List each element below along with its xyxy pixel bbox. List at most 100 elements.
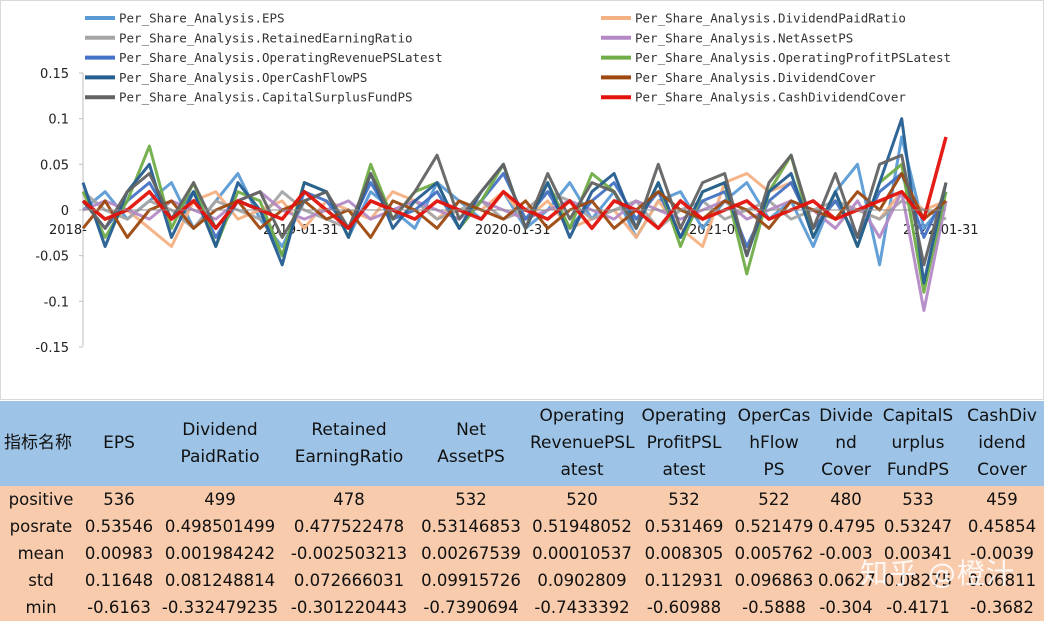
table-cell: -0.5888 bbox=[732, 594, 816, 621]
legend-label: Per_Share_Analysis.EPS bbox=[119, 11, 285, 26]
table-header-cell: Dividend PaidRatio bbox=[156, 401, 284, 486]
header-line: ProfitPSL bbox=[646, 433, 722, 453]
table-cell: 0.521479 bbox=[732, 513, 816, 540]
table-cell: -0.4171 bbox=[876, 594, 960, 621]
table-cell: -0.301220443 bbox=[284, 594, 414, 621]
header-line: CapitalS bbox=[882, 406, 954, 426]
header-line: idend bbox=[978, 433, 1026, 453]
header-indicator-name: 指标名称 bbox=[0, 401, 82, 486]
table-cell: 0.096863 bbox=[732, 567, 816, 594]
table-cell: -0.332479235 bbox=[156, 594, 284, 621]
legend-label: Per_Share_Analysis.RetainedEarningRatio bbox=[119, 30, 413, 45]
table-cell: -0.0039 bbox=[960, 540, 1044, 567]
header-line: Cover bbox=[977, 460, 1027, 480]
header-line: OperCas bbox=[737, 406, 811, 426]
table-cell: 0.45854 bbox=[960, 513, 1044, 540]
table-header-cell: Retained EarningRatio bbox=[284, 401, 414, 486]
legend-label: Per_Share_Analysis.CashDividendCover bbox=[635, 90, 906, 105]
table-header-cell: Net AssetPS bbox=[414, 401, 528, 486]
table-cell: 0.001984242 bbox=[156, 540, 284, 567]
table-cell: 0.00983 bbox=[82, 540, 156, 567]
table-cell: 0.081248814 bbox=[156, 567, 284, 594]
header-line: Operating bbox=[539, 406, 625, 426]
table-cell: 536 bbox=[82, 486, 156, 513]
table-header-cell: CashDiv idend Cover bbox=[960, 401, 1044, 486]
header-line: Divide bbox=[819, 406, 873, 426]
table-cell: 0.498501499 bbox=[156, 513, 284, 540]
watermark-text: 知乎 @橙汁 bbox=[860, 557, 1015, 590]
table-cell: 0.08275 bbox=[876, 567, 960, 594]
table-cell: 520 bbox=[528, 486, 636, 513]
table-cell: 480 bbox=[816, 486, 876, 513]
legend-label: Per_Share_Analysis.OperatingRevenuePSLat… bbox=[119, 50, 443, 65]
header-line: EarningRatio bbox=[294, 446, 404, 467]
table-cell: -0.7433392 bbox=[528, 594, 636, 621]
header-line: Cover bbox=[821, 460, 871, 480]
table-cell: 532 bbox=[636, 486, 732, 513]
legend-label: Per_Share_Analysis.DividendCover bbox=[635, 70, 876, 85]
table-cell: 499 bbox=[156, 486, 284, 513]
table-row: min -0.6163 -0.332479235 -0.301220443 -0.739… bbox=[0, 594, 1044, 621]
x-tick-label: 2018- bbox=[49, 223, 87, 238]
y-tick-label: -0.05 bbox=[35, 250, 69, 265]
y-tick-label: -0.1 bbox=[44, 295, 69, 310]
y-tick-label: -0.15 bbox=[35, 341, 69, 356]
table-cell: 0.53546 bbox=[82, 513, 156, 540]
header-line: nd bbox=[835, 433, 857, 453]
table-cell: 0.00341 bbox=[876, 540, 960, 567]
table-cell: 0.0627 bbox=[816, 567, 876, 594]
table-cell: -0.7390694 bbox=[414, 594, 528, 621]
table-header-row: 指标名称 EPS Dividend PaidRatio Retained EarningR… bbox=[0, 401, 1044, 486]
header-line: hFlow bbox=[749, 433, 799, 453]
header-line: Retained bbox=[311, 419, 387, 440]
table-cell: 0.008305 bbox=[636, 540, 732, 567]
row-label: positive bbox=[0, 486, 82, 513]
table-header-cell: Operating ProfitPSL atest bbox=[636, 401, 732, 486]
table-cell: -0.304 bbox=[816, 594, 876, 621]
table-cell: 0.53146853 bbox=[414, 513, 528, 540]
header-line: PS bbox=[763, 460, 785, 480]
header-line: Net bbox=[456, 419, 486, 440]
legend-label: Per_Share_Analysis.NetAssetPS bbox=[635, 30, 853, 45]
legend-label: Per_Share_Analysis.OperCashFlowPS bbox=[119, 70, 367, 85]
row-label: std bbox=[0, 567, 82, 594]
header-line: atest bbox=[662, 460, 706, 480]
y-tick-label: 0.1 bbox=[48, 113, 69, 128]
row-label: min bbox=[0, 594, 82, 621]
chart-panel: 0.15 0.1 0.05 0 -0.05 -0.1 -0.15 2018- 2019-01-3… bbox=[0, 0, 1044, 400]
table-cell: 0.072666031 bbox=[284, 567, 414, 594]
header-line: AssetPS bbox=[437, 446, 505, 467]
table-cell: -0.60988 bbox=[636, 594, 732, 621]
table-header-cell: CapitalS urplus FundPS bbox=[876, 401, 960, 486]
table-row: posrate 0.53546 0.498501499 0.477522478 0.53… bbox=[0, 513, 1044, 540]
y-tick-label: 0.15 bbox=[40, 67, 69, 82]
header-line: urplus bbox=[891, 433, 945, 453]
header-line: atest bbox=[560, 460, 604, 480]
table-cell: 0.4795 bbox=[816, 513, 876, 540]
table-cell: 0.06811 bbox=[960, 567, 1044, 594]
table-cell: 0.531469 bbox=[636, 513, 732, 540]
table-cell: -0.003 bbox=[816, 540, 876, 567]
table-cell: 0.51948052 bbox=[528, 513, 636, 540]
header-line: EPS bbox=[103, 433, 135, 453]
statistics-table: 指标名称 EPS Dividend PaidRatio Retained EarningR… bbox=[0, 401, 1044, 621]
table-header-cell: EPS bbox=[82, 401, 156, 486]
table-cell: -0.6163 bbox=[82, 594, 156, 621]
table-row: positive 536 499 478 532 520 532 522 480 533 459 bbox=[0, 486, 1044, 513]
header-line: CashDiv bbox=[967, 406, 1037, 426]
table-header-cell: Operating RevenuePSL atest bbox=[528, 401, 636, 486]
table-cell: 0.53247 bbox=[876, 513, 960, 540]
header-line: Operating bbox=[641, 406, 727, 426]
table-cell: -0.002503213 bbox=[284, 540, 414, 567]
row-label: posrate bbox=[0, 513, 82, 540]
table-cell: 0.00267539 bbox=[414, 540, 528, 567]
legend-label: Per_Share_Analysis.OperatingProfitPSLate… bbox=[635, 50, 951, 65]
header-line: RevenuePSL bbox=[530, 433, 635, 453]
table-cell: 459 bbox=[960, 486, 1044, 513]
table-cell: 0.11648 bbox=[82, 567, 156, 594]
header-line: PaidRatio bbox=[180, 446, 260, 467]
legend-label: Per_Share_Analysis.DividendPaidRatio bbox=[635, 11, 906, 26]
table-cell: 522 bbox=[732, 486, 816, 513]
table-header-cell: OperCas hFlow PS bbox=[732, 401, 816, 486]
